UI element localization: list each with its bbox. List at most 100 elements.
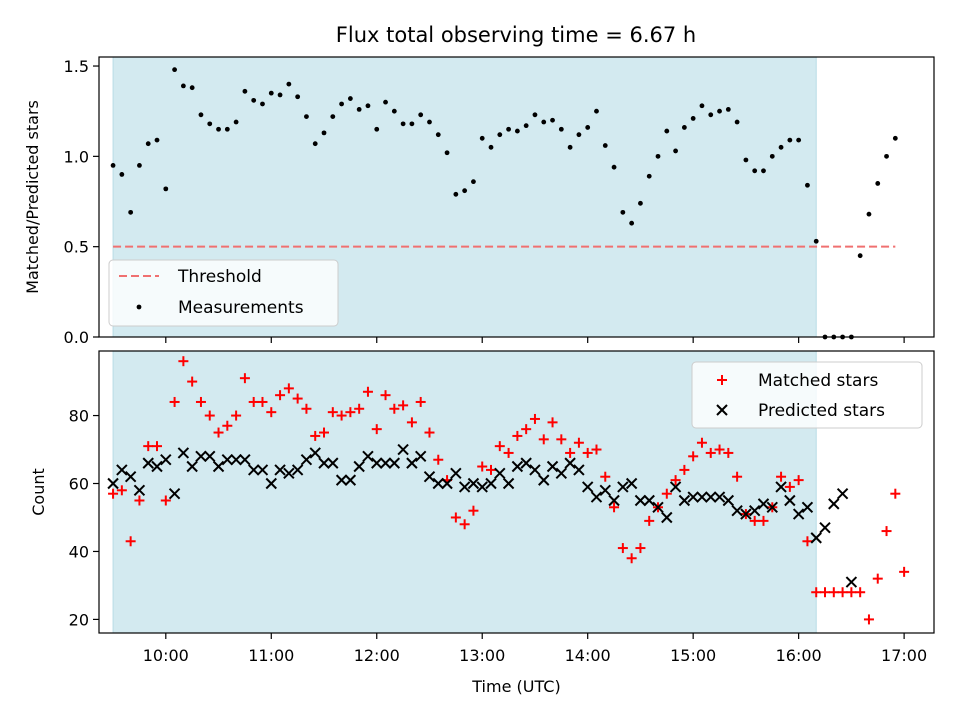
matched-star-point: [503, 447, 514, 458]
predicted-star-point: [494, 467, 506, 480]
measurement-point: [752, 168, 758, 174]
count-x-tick-label: 10:00: [143, 646, 189, 665]
predicted-star-point: [247, 464, 260, 476]
predicted-star-point: [458, 481, 471, 493]
matched-star-point: [266, 407, 277, 418]
predicted-star-point-b: [722, 494, 735, 507]
predicted-star-point: [318, 457, 330, 469]
predicted-star-point: [291, 464, 304, 476]
measurement-points: [110, 67, 898, 340]
measurement-point: [251, 97, 257, 103]
predicted-star-point-b: [581, 481, 594, 493]
measurement-point: [541, 119, 547, 125]
predicted-star-point: [485, 477, 497, 490]
matched-star-point: [784, 481, 795, 492]
predicted-star-point-b: [494, 467, 506, 480]
measurement-point: [172, 67, 177, 73]
matched-star-point: [512, 430, 523, 441]
ratio-legend: Threshold Measurements: [108, 259, 339, 327]
predicted-star-point-b: [204, 450, 216, 463]
measurement-point: [866, 211, 872, 217]
matched-star-point: [433, 454, 444, 465]
predicted-star-point: [625, 477, 638, 490]
predicted-star-point-b: [353, 460, 365, 473]
count-y-ticks: 20 40 60 80: [69, 407, 99, 629]
predicted-star-point: [362, 450, 374, 463]
measurement-point: [207, 121, 213, 127]
matched-star-point: [459, 519, 470, 530]
predicted-star-point-b: [397, 443, 409, 456]
predicted-star-point-b: [230, 454, 242, 466]
predicted-star-point: [239, 454, 251, 466]
measurement-point: [277, 92, 283, 98]
predicted-star-point: [432, 477, 444, 490]
predicted-star-point: [722, 494, 735, 507]
matched-star-point: [362, 386, 373, 397]
matched-star-point: [336, 410, 347, 421]
matched-star-point: [389, 403, 400, 414]
measurement-point: [638, 200, 643, 206]
predicted-star-point-b: [828, 498, 840, 510]
matched-star-point: [881, 526, 892, 537]
measurement-point: [365, 103, 371, 109]
count-x-ticks: 10:00 11:00 12:00 13:00 14:00 15:00 16:00 17:00: [143, 633, 927, 665]
ratio-panel: 0.0 0.5 1.0 1.5 Matched/Predicted stars Thr…: [23, 56, 935, 347]
predicted-star-point: [775, 481, 787, 493]
matched-star-point: [582, 447, 593, 458]
predicted-star-point-b: [247, 464, 260, 476]
matched-star-point: [749, 515, 760, 526]
predicted-star-point: [300, 454, 313, 466]
measurements-legend-label: Measurements: [178, 298, 304, 318]
predicted-star-point-b: [845, 576, 858, 588]
measurement-point: [602, 143, 608, 148]
predicted-star-point-b: [300, 454, 313, 466]
predicted-star-point: [274, 464, 286, 476]
predicted-star-point: [186, 460, 198, 473]
predicted-star-point: [564, 457, 576, 469]
measurement-point: [163, 186, 169, 192]
predicted-star-point-b: [450, 467, 462, 480]
predicted-star-point: [555, 467, 568, 480]
measurement-point: [532, 112, 538, 118]
matched-star-point: [521, 424, 532, 435]
measurement-point: [110, 162, 116, 168]
matched-star-point: [837, 587, 848, 598]
measurement-point: [233, 119, 239, 125]
predicted-star-point-b: [590, 491, 603, 503]
measurement-point: [787, 137, 793, 143]
measurement-point: [813, 238, 819, 244]
predicted-star-point-b: [625, 477, 638, 490]
predicted-star-point-b: [283, 467, 295, 480]
predicted-star-point: [608, 494, 620, 507]
matched-star-point: [160, 495, 171, 506]
predicted-legend-marker: [716, 404, 728, 416]
matched-star-point: [178, 356, 189, 367]
matched-star-point: [231, 410, 242, 421]
measurement-point: [514, 128, 520, 134]
matched-star-point: [661, 488, 672, 499]
matched-star-point: [319, 427, 330, 438]
predicted-star-point-b: [564, 457, 576, 469]
predicted-star-point: [810, 532, 822, 544]
measurement-point: [128, 209, 134, 215]
predicted-star-point: [353, 460, 365, 473]
matched-star-point: [310, 430, 321, 441]
measurement-point: [708, 112, 714, 118]
count-panel-frame: [98, 350, 935, 634]
predicted-star-point: [388, 457, 401, 469]
predicted-star-point-b: [705, 491, 717, 503]
matched-star-point: [811, 587, 822, 598]
ratio-y-axis-label: Matched/Predicted stars: [23, 100, 42, 294]
predicted-star-point-b: [573, 464, 585, 476]
matched-star-point: [371, 424, 382, 435]
predicted-star-point: [845, 576, 858, 588]
predicted-star-point-b: [379, 457, 392, 469]
matched-star-point: [828, 587, 839, 598]
predicted-star-point-b: [599, 484, 611, 497]
predicted-star-point: [476, 481, 488, 493]
predicted-star-point: [151, 460, 163, 473]
count-y-tick-label: 40: [69, 542, 89, 561]
predicted-star-point: [177, 447, 190, 459]
